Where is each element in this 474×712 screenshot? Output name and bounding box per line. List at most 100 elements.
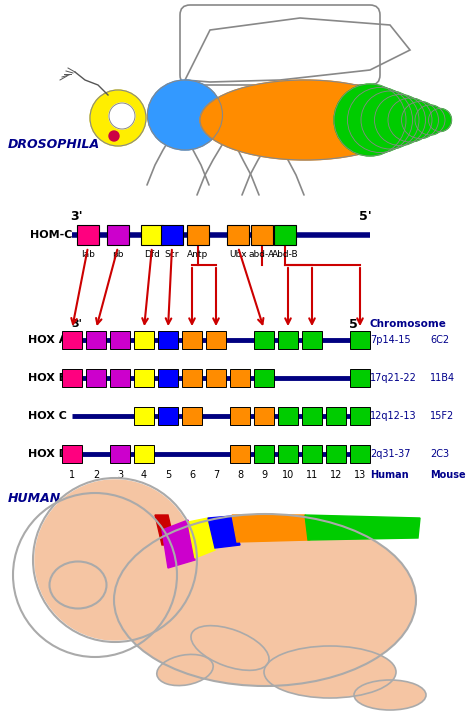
Text: Human: Human <box>370 470 409 480</box>
Circle shape <box>347 88 412 152</box>
Text: HOX D: HOX D <box>28 449 68 459</box>
Text: Chromosome: Chromosome <box>370 319 447 329</box>
Text: 12q12-13: 12q12-13 <box>370 411 417 421</box>
Text: 1: 1 <box>69 470 75 480</box>
FancyBboxPatch shape <box>350 407 370 425</box>
Text: HOX A: HOX A <box>28 335 67 345</box>
FancyBboxPatch shape <box>326 407 346 425</box>
FancyBboxPatch shape <box>110 331 130 349</box>
Ellipse shape <box>265 647 395 697</box>
FancyBboxPatch shape <box>274 225 296 245</box>
FancyBboxPatch shape <box>227 225 249 245</box>
Text: abd-A: abd-A <box>249 250 275 259</box>
FancyBboxPatch shape <box>251 225 273 245</box>
Circle shape <box>35 480 195 640</box>
Text: Mouse: Mouse <box>430 470 465 480</box>
FancyBboxPatch shape <box>230 407 250 425</box>
Ellipse shape <box>192 627 268 669</box>
Text: lab: lab <box>81 250 95 259</box>
FancyBboxPatch shape <box>62 445 82 463</box>
Text: 3': 3' <box>72 319 82 329</box>
FancyBboxPatch shape <box>350 331 370 349</box>
Text: Scr: Scr <box>165 250 179 259</box>
Circle shape <box>415 105 445 135</box>
Circle shape <box>361 91 419 149</box>
Ellipse shape <box>115 515 415 685</box>
FancyBboxPatch shape <box>187 225 209 245</box>
Text: 15F2: 15F2 <box>430 411 454 421</box>
Ellipse shape <box>355 681 425 709</box>
FancyBboxPatch shape <box>107 225 129 245</box>
Polygon shape <box>208 516 240 548</box>
Polygon shape <box>305 515 420 540</box>
FancyBboxPatch shape <box>134 331 154 349</box>
FancyBboxPatch shape <box>77 225 99 245</box>
Text: 17q21-22: 17q21-22 <box>370 373 417 383</box>
FancyBboxPatch shape <box>158 407 178 425</box>
FancyBboxPatch shape <box>62 331 82 349</box>
FancyBboxPatch shape <box>350 445 370 463</box>
Ellipse shape <box>200 80 410 160</box>
Circle shape <box>374 95 426 145</box>
Polygon shape <box>155 515 175 545</box>
FancyBboxPatch shape <box>302 331 322 349</box>
FancyBboxPatch shape <box>86 331 106 349</box>
Text: 7p14-15: 7p14-15 <box>370 335 410 345</box>
Circle shape <box>428 108 452 132</box>
FancyBboxPatch shape <box>254 331 274 349</box>
FancyBboxPatch shape <box>86 369 106 387</box>
Text: 8: 8 <box>237 470 243 480</box>
Circle shape <box>388 98 432 142</box>
Text: 2q31-37: 2q31-37 <box>370 449 410 459</box>
FancyBboxPatch shape <box>161 225 183 245</box>
Circle shape <box>401 102 438 139</box>
FancyBboxPatch shape <box>134 407 154 425</box>
FancyBboxPatch shape <box>134 369 154 387</box>
FancyBboxPatch shape <box>350 369 370 387</box>
Ellipse shape <box>51 562 106 607</box>
FancyBboxPatch shape <box>134 445 154 463</box>
Text: 2C3: 2C3 <box>430 449 449 459</box>
FancyBboxPatch shape <box>182 407 202 425</box>
Circle shape <box>109 103 135 129</box>
Ellipse shape <box>158 656 212 685</box>
Text: 11: 11 <box>306 470 318 480</box>
Polygon shape <box>232 515 310 542</box>
FancyBboxPatch shape <box>230 445 250 463</box>
FancyBboxPatch shape <box>278 445 298 463</box>
FancyBboxPatch shape <box>182 369 202 387</box>
Circle shape <box>90 90 146 146</box>
Text: 13: 13 <box>354 470 366 480</box>
Text: 5': 5' <box>359 211 371 224</box>
Ellipse shape <box>147 80 222 150</box>
Text: 3': 3' <box>71 211 83 224</box>
FancyBboxPatch shape <box>278 331 298 349</box>
Text: Dfd: Dfd <box>144 250 160 259</box>
Text: 10: 10 <box>282 470 294 480</box>
FancyBboxPatch shape <box>182 331 202 349</box>
FancyBboxPatch shape <box>110 445 130 463</box>
Text: Antp: Antp <box>187 250 209 259</box>
Text: 2: 2 <box>93 470 99 480</box>
FancyBboxPatch shape <box>254 369 274 387</box>
FancyBboxPatch shape <box>110 369 130 387</box>
Text: HOX B: HOX B <box>28 373 67 383</box>
Text: DROSOPHILA: DROSOPHILA <box>8 139 100 152</box>
Text: 4: 4 <box>141 470 147 480</box>
FancyBboxPatch shape <box>206 331 226 349</box>
Polygon shape <box>188 518 215 558</box>
FancyBboxPatch shape <box>254 407 274 425</box>
FancyBboxPatch shape <box>62 369 82 387</box>
Text: HUMAN: HUMAN <box>8 491 61 505</box>
FancyBboxPatch shape <box>254 445 274 463</box>
Text: 6C2: 6C2 <box>430 335 449 345</box>
FancyBboxPatch shape <box>206 369 226 387</box>
FancyBboxPatch shape <box>326 445 346 463</box>
Text: 9: 9 <box>261 470 267 480</box>
FancyBboxPatch shape <box>230 369 250 387</box>
Polygon shape <box>162 520 195 568</box>
FancyBboxPatch shape <box>141 225 163 245</box>
Text: 11B4: 11B4 <box>430 373 455 383</box>
FancyBboxPatch shape <box>302 407 322 425</box>
Text: 3: 3 <box>117 470 123 480</box>
